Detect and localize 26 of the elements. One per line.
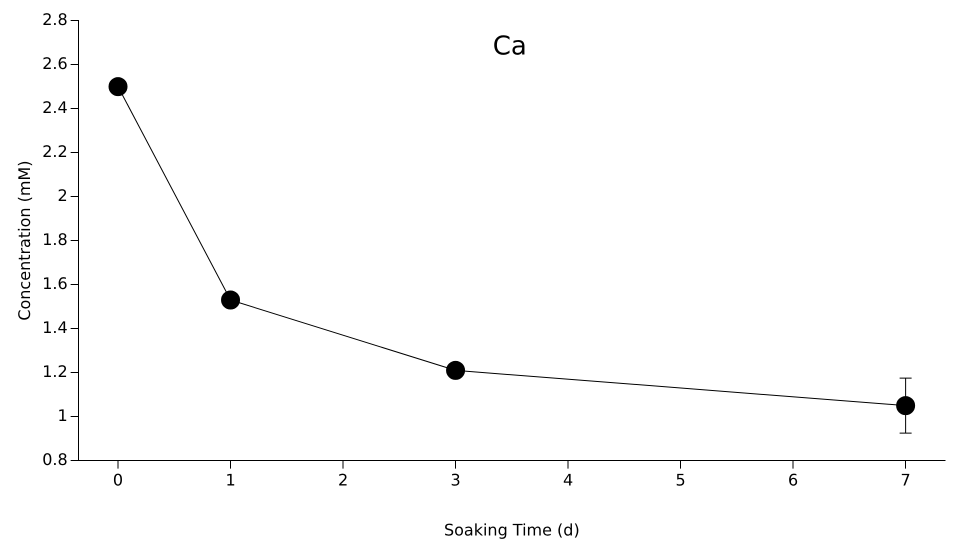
y-tick-label: 1.8 xyxy=(42,230,68,249)
y-tick-label: 0.8 xyxy=(42,450,68,469)
y-tick-label: 2 xyxy=(57,186,68,205)
y-tick-label: 1.6 xyxy=(42,274,68,293)
x-tick-label: 7 xyxy=(900,470,911,490)
point xyxy=(896,396,916,416)
x-tick-label: 3 xyxy=(450,470,461,490)
y-tick-label: 2.8 xyxy=(42,10,68,29)
y-axis-title: Concentration (mM) xyxy=(14,160,34,321)
y-tick-label: 2.6 xyxy=(42,54,68,73)
y-tick-label: 1.2 xyxy=(42,362,68,381)
x-tick-label: 4 xyxy=(562,470,574,490)
x-tick-label: 6 xyxy=(788,470,798,490)
y-tick-label: 1 xyxy=(57,406,68,425)
x-tick-label: 0 xyxy=(112,470,124,490)
x-tick-label: 1 xyxy=(225,470,236,490)
point xyxy=(446,360,466,380)
x-axis-title: Soaking Time (d) xyxy=(444,520,580,540)
chart-title: Ca xyxy=(492,31,527,62)
y-tick-label: 1.4 xyxy=(42,318,68,337)
y-tick-label: 2.4 xyxy=(42,98,68,117)
y-tick-label: 2.2 xyxy=(42,142,68,161)
point xyxy=(108,77,128,96)
x-tick-label: 2 xyxy=(338,470,348,490)
x-tick-label: 5 xyxy=(676,470,686,490)
point xyxy=(221,290,240,310)
